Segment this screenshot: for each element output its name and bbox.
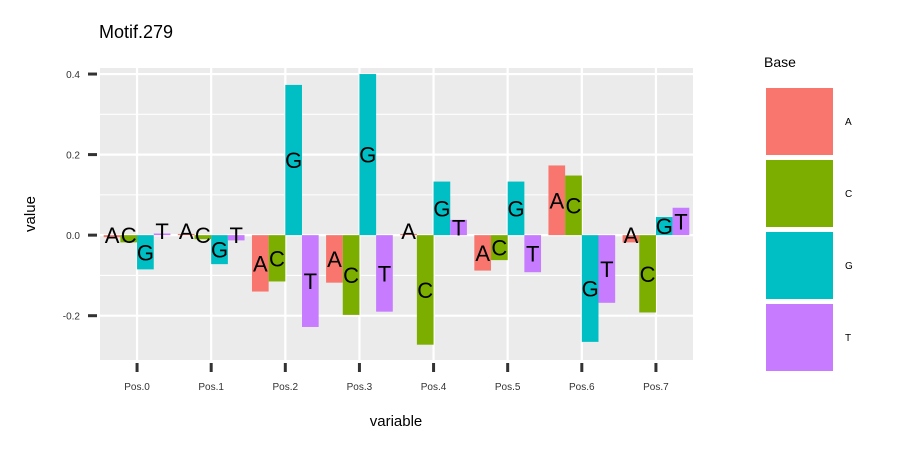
x-tick-label: Pos.7 xyxy=(643,382,669,393)
bar-letter-T: T xyxy=(229,223,242,248)
bar-C-Pos.3 xyxy=(342,235,360,315)
bar-A-Pos.3 xyxy=(326,235,343,283)
bar-letter-T: T xyxy=(600,257,613,282)
bar-letter-G: G xyxy=(211,238,228,263)
bar-letter-C: C xyxy=(195,223,211,248)
bar-letter-G: G xyxy=(507,196,524,221)
bar-letter-C: C xyxy=(269,246,285,271)
bar-letter-T: T xyxy=(378,261,391,286)
bar-letter-G: G xyxy=(137,240,154,265)
bar-G-Pos.4 xyxy=(433,181,451,236)
legend-label: T xyxy=(845,333,851,344)
y-axis: -0.2 0.0 0.2 0.4 xyxy=(63,70,97,323)
bar-G-Pos.1 xyxy=(211,235,228,265)
bar-G-Pos.5 xyxy=(507,181,525,236)
x-tick-label: Pos.1 xyxy=(198,382,224,393)
bar-letter-A: A xyxy=(401,219,416,244)
bar-letter-A: A xyxy=(624,223,639,248)
bar-letter-T: T xyxy=(155,219,168,244)
legend-key-C xyxy=(766,160,833,227)
bar-letter-A: A xyxy=(253,251,268,276)
bar-letter-A: A xyxy=(549,188,564,213)
bar-T-Pos.4 xyxy=(450,219,467,236)
bar-G-Pos.7 xyxy=(655,217,673,236)
bar-letter-T: T xyxy=(526,242,539,267)
x-axis-title: variable xyxy=(370,413,423,430)
bar-C-Pos.1 xyxy=(194,235,212,240)
legend-label: C xyxy=(845,189,852,200)
bar-C-Pos.0 xyxy=(120,235,138,243)
bar-C-Pos.2 xyxy=(268,235,286,282)
bar-A-Pos.2 xyxy=(251,235,269,292)
bar-A-Pos.0 xyxy=(103,235,121,238)
bar-letter-T: T xyxy=(674,209,687,234)
legend-key-T xyxy=(766,304,833,371)
x-axis: Pos.0 Pos.1 Pos.2 Pos.3 Pos.4 Pos.5 Pos.6 Pos.7 xyxy=(124,363,669,393)
legend-key-A xyxy=(766,88,833,155)
bar-G-Pos.6 xyxy=(581,235,599,342)
bar-letter-G: G xyxy=(285,148,302,173)
y-tick-label: 0.4 xyxy=(66,70,80,81)
legend-key-G xyxy=(766,232,833,299)
bar-letter-C: C xyxy=(417,278,433,303)
x-tick-label: Pos.0 xyxy=(124,382,150,393)
bar-A-Pos.6 xyxy=(548,165,566,236)
bar-letter-C: C xyxy=(121,223,137,248)
x-tick-label: Pos.3 xyxy=(347,382,373,393)
bar-A-Pos.4 xyxy=(400,233,417,236)
bar-letter-G: G xyxy=(656,214,673,239)
bar-letter-G: G xyxy=(359,143,376,168)
chart-title: Motif.279 xyxy=(99,22,173,42)
bar-T-Pos.3 xyxy=(376,235,393,312)
legend-label: G xyxy=(845,261,853,272)
bar-letter-C: C xyxy=(343,263,359,288)
bar-letter-C: C xyxy=(640,262,656,287)
bar-letter-C: C xyxy=(491,236,507,261)
bar-letter-A: A xyxy=(179,219,194,244)
y-axis-title: value xyxy=(22,196,39,232)
bar-A-Pos.5 xyxy=(474,235,492,271)
bar-A-Pos.1 xyxy=(177,233,195,236)
bar-T-Pos.2 xyxy=(301,235,319,327)
bar-G-Pos.2 xyxy=(285,84,302,236)
bar-T-Pos.7 xyxy=(672,207,690,236)
bar-T-Pos.0 xyxy=(153,233,171,236)
y-tick-label: 0.0 xyxy=(66,231,80,242)
bar-C-Pos.5 xyxy=(491,235,508,261)
bar-letter-T: T xyxy=(304,269,317,294)
bar-C-Pos.6 xyxy=(565,175,582,236)
bar-C-Pos.4 xyxy=(416,235,434,345)
y-tick-label: 0.2 xyxy=(66,151,80,162)
bar-T-Pos.5 xyxy=(524,235,542,273)
bar-T-Pos.6 xyxy=(598,235,616,303)
bar-letter-G: G xyxy=(433,196,450,221)
bar-letter-G: G xyxy=(582,277,599,302)
legend-title: Base xyxy=(764,54,796,70)
bar-letter-T: T xyxy=(452,215,465,240)
bar-letter-A: A xyxy=(327,247,342,272)
x-tick-label: Pos.6 xyxy=(569,382,595,393)
bar-letter-A: A xyxy=(105,223,120,248)
legend: Base A C G T xyxy=(764,54,853,371)
x-tick-label: Pos.5 xyxy=(495,382,521,393)
bar-G-Pos.3 xyxy=(359,74,377,236)
x-tick-label: Pos.4 xyxy=(421,382,447,393)
y-tick-label: -0.2 xyxy=(63,312,81,323)
bar-G-Pos.0 xyxy=(137,235,154,270)
bar-letter-A: A xyxy=(475,241,490,266)
bar-A-Pos.7 xyxy=(622,235,640,243)
bar-C-Pos.7 xyxy=(639,235,656,313)
bars xyxy=(103,74,690,345)
bar-T-Pos.1 xyxy=(227,235,245,241)
x-tick-label: Pos.2 xyxy=(273,382,299,393)
bar-letter-C: C xyxy=(566,193,582,218)
legend-label: A xyxy=(845,117,852,128)
